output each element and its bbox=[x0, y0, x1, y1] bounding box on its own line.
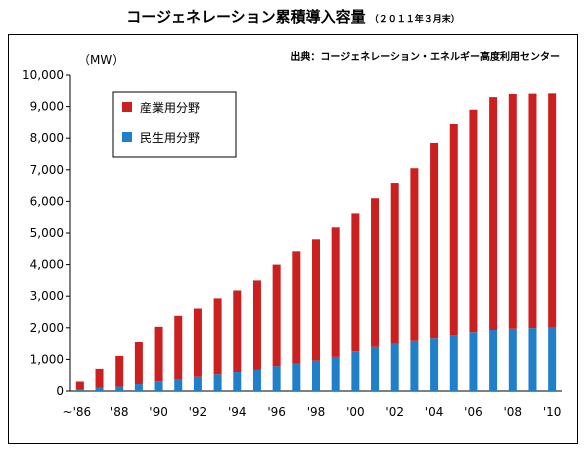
bar-residential-13 bbox=[331, 356, 340, 391]
bar-industrial-21 bbox=[489, 97, 498, 331]
x-tick-label: '00 bbox=[346, 405, 365, 419]
chart-title: コージェネレーション累積導入容量 （２０１１年３月末） bbox=[0, 6, 586, 27]
y-tick-label: 5,000 bbox=[30, 226, 64, 240]
y-tick-label: 10,000 bbox=[22, 68, 64, 82]
x-tick-label: '98 bbox=[307, 405, 326, 419]
bar-industrial-24 bbox=[548, 93, 557, 328]
y-unit-label: （MW） bbox=[78, 53, 124, 67]
legend-swatch bbox=[122, 102, 132, 112]
y-tick-label: 6,000 bbox=[30, 194, 64, 208]
bar-residential-1 bbox=[95, 387, 104, 391]
bar-industrial-4 bbox=[154, 326, 163, 382]
bar-residential-20 bbox=[469, 332, 478, 391]
x-tick-label: '06 bbox=[464, 405, 483, 419]
bar-residential-21 bbox=[489, 330, 498, 391]
bar-industrial-19 bbox=[449, 123, 458, 336]
x-tick-label: '10 bbox=[543, 405, 562, 419]
bar-residential-10 bbox=[272, 366, 281, 391]
bar-industrial-6 bbox=[193, 308, 202, 377]
source-note: 出典：コージェネレーション・エネルギー高度利用センター bbox=[290, 50, 560, 63]
x-tick-label: '90 bbox=[149, 405, 168, 419]
bar-residential-19 bbox=[449, 335, 458, 391]
legend-box bbox=[112, 91, 237, 158]
x-tick-label: '02 bbox=[385, 405, 404, 419]
bar-residential-4 bbox=[154, 381, 163, 391]
bar-residential-24 bbox=[548, 327, 557, 391]
bar-industrial-3 bbox=[134, 342, 143, 385]
bar-residential-7 bbox=[213, 374, 222, 391]
bar-residential-5 bbox=[174, 378, 183, 391]
bar-residential-15 bbox=[371, 346, 380, 391]
bar-residential-22 bbox=[508, 328, 517, 391]
bar-industrial-0 bbox=[75, 381, 84, 390]
bar-residential-0 bbox=[75, 389, 84, 391]
x-tick-label: '94 bbox=[228, 405, 247, 419]
bar-residential-6 bbox=[193, 376, 202, 391]
bar-industrial-12 bbox=[312, 239, 320, 361]
bar-residential-16 bbox=[390, 343, 399, 391]
y-tick-label: 8,000 bbox=[30, 131, 64, 145]
bar-industrial-22 bbox=[508, 93, 517, 329]
y-tick-label: 3,000 bbox=[30, 289, 64, 303]
y-tick-label: 1,000 bbox=[30, 352, 64, 366]
x-tick-label: '96 bbox=[267, 405, 286, 419]
bar-industrial-9 bbox=[252, 280, 261, 370]
chart-title-text: コージェネレーション累積導入容量 bbox=[126, 8, 366, 26]
chart-frame bbox=[8, 34, 578, 444]
bar-industrial-13 bbox=[331, 227, 340, 357]
bar-residential-9 bbox=[252, 369, 261, 391]
x-tick-label: '88 bbox=[110, 405, 129, 419]
bar-industrial-10 bbox=[272, 264, 281, 367]
bar-industrial-7 bbox=[213, 298, 222, 375]
legend-label: 産業用分野 bbox=[140, 100, 200, 115]
bar-residential-2 bbox=[115, 386, 124, 391]
y-tick-label: 4,000 bbox=[30, 258, 64, 272]
bar-industrial-16 bbox=[390, 183, 399, 344]
x-tick-label: '08 bbox=[504, 405, 523, 419]
bar-industrial-20 bbox=[469, 109, 478, 333]
chart-title-note: （２０１１年３月末） bbox=[369, 15, 460, 25]
bar-industrial-5 bbox=[174, 315, 183, 379]
y-tick-label: 0 bbox=[56, 384, 64, 398]
bar-industrial-15 bbox=[371, 198, 380, 347]
bar-industrial-1 bbox=[95, 368, 104, 388]
y-tick-label: 9,000 bbox=[30, 100, 64, 114]
y-tick-label: 7,000 bbox=[30, 163, 64, 177]
y-tick-label: 2,000 bbox=[30, 321, 64, 335]
bar-residential-11 bbox=[292, 363, 301, 391]
bar-residential-14 bbox=[351, 351, 360, 391]
bar-residential-17 bbox=[410, 340, 419, 391]
bar-industrial-11 bbox=[292, 251, 301, 364]
legend-label: 民生用分野 bbox=[140, 131, 200, 145]
x-tick-label: '92 bbox=[189, 405, 208, 419]
bar-industrial-14 bbox=[351, 213, 360, 352]
bar-residential-3 bbox=[134, 384, 143, 391]
bar-industrial-2 bbox=[115, 355, 124, 387]
legend-swatch bbox=[122, 132, 132, 142]
bar-industrial-8 bbox=[233, 290, 242, 373]
bar-residential-12 bbox=[312, 360, 320, 391]
bar-industrial-17 bbox=[410, 168, 419, 341]
bar-residential-8 bbox=[233, 372, 242, 391]
bar-residential-23 bbox=[528, 328, 537, 391]
bar-residential-18 bbox=[430, 338, 439, 391]
x-tick-label: ~'86 bbox=[63, 405, 92, 419]
bar-industrial-23 bbox=[528, 93, 537, 329]
x-tick-label: '04 bbox=[425, 405, 444, 419]
bar-industrial-18 bbox=[430, 142, 439, 339]
